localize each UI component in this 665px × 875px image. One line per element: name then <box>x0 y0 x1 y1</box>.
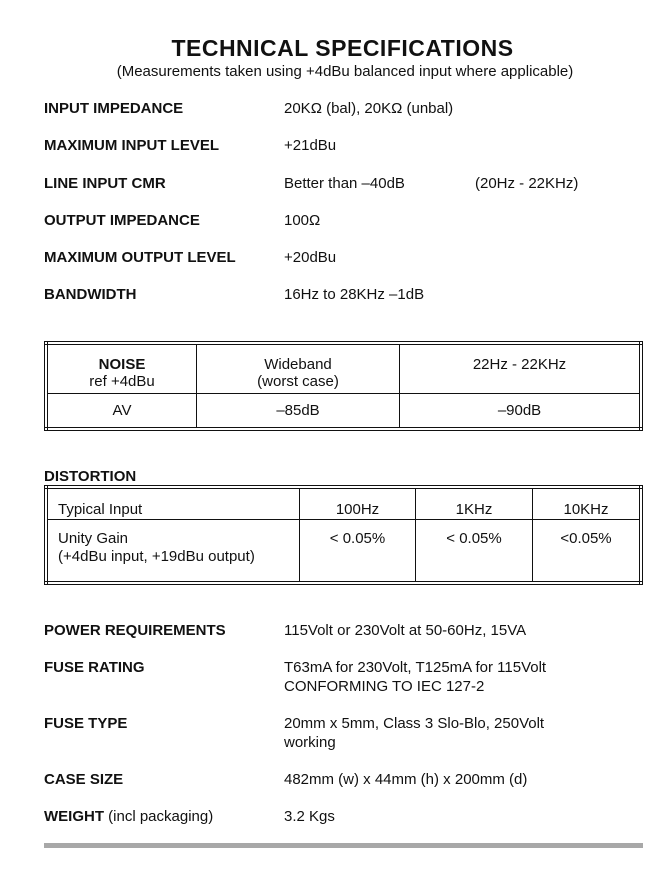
distortion-header: 1KHz <box>415 486 533 520</box>
spec-value-range: (20Hz - 22KHz) <box>475 175 579 192</box>
spec-value: 3.2 Kgs <box>284 808 335 825</box>
noise-table: NOISE ref +4dBu Wideband (worst case) 22… <box>44 341 643 431</box>
distortion-heading: DISTORTION <box>44 468 137 485</box>
spec-value: 482mm (w) x 44mm (h) x 200mm (d) <box>284 771 528 788</box>
noise-col-22hz: 22Hz - 22KHz <box>399 342 642 394</box>
spec-label: BANDWIDTH <box>44 286 137 303</box>
spec-label: CASE SIZE <box>44 771 124 788</box>
spec-value: 16Hz to 28KHz –1dB <box>284 286 425 303</box>
noise-col-wideband-note: (worst case) <box>257 373 339 390</box>
spec-value: Better than –40dB <box>284 175 405 192</box>
spec-value: CONFORMING TO IEC 127-2 <box>284 678 485 695</box>
spec-label: MAXIMUM OUTPUT LEVEL <box>44 249 236 266</box>
spec-label: LINE INPUT CMR <box>44 175 166 192</box>
noise-title: NOISE <box>98 356 146 373</box>
distortion-row-label: Unity Gain (+4dBu input, +19dBu output) <box>45 518 300 584</box>
spec-label: OUTPUT IMPEDANCE <box>44 212 200 229</box>
noise-ref: ref +4dBu <box>89 373 155 390</box>
noise-value: –90dB <box>399 392 642 430</box>
spec-value: T63mA for 230Volt, T125mA for 115Volt <box>284 659 547 676</box>
noise-value: –85dB <box>196 392 400 430</box>
spec-label: INPUT IMPEDANCE <box>44 100 184 117</box>
unity-gain-label: Unity Gain <box>58 529 129 547</box>
footer-divider <box>44 843 643 848</box>
spec-label: FUSE RATING <box>44 659 145 676</box>
page-subtitle: (Measurements taken using +4dBu balanced… <box>116 63 574 80</box>
noise-col-wideband: Wideband <box>264 356 332 373</box>
distortion-header: 100Hz <box>299 486 416 520</box>
spec-label: POWER REQUIREMENTS <box>44 622 226 639</box>
noise-header-cell: Wideband (worst case) <box>196 342 400 394</box>
spec-value: 20KΩ (bal), 20KΩ (unbal) <box>284 100 454 117</box>
spec-value: 20mm x 5mm, Class 3 Slo-Blo, 250Volt <box>284 715 545 732</box>
distortion-value: <0.05% <box>532 518 642 584</box>
spec-value: +21dBu <box>284 137 337 154</box>
distortion-header: 10KHz <box>532 486 642 520</box>
spec-value: 115Volt or 230Volt at 50-60Hz, 15VA <box>284 622 527 639</box>
weight-label: WEIGHT <box>44 808 104 825</box>
weight-label-note: (incl packaging) <box>104 808 214 825</box>
noise-header-cell: NOISE ref +4dBu <box>45 342 197 394</box>
distortion-value: < 0.05% <box>299 518 416 584</box>
spec-value: 100Ω <box>284 212 321 229</box>
distortion-header: Typical Input <box>45 486 300 520</box>
spec-value: +20dBu <box>284 249 337 266</box>
spec-value: working <box>284 734 336 751</box>
spec-label: WEIGHT (incl packaging) <box>44 808 213 825</box>
distortion-table: Typical Input 100Hz 1KHz 10KHz Unity Gai… <box>44 485 643 585</box>
spec-label: MAXIMUM INPUT LEVEL <box>44 137 219 154</box>
page-title: TECHNICAL SPECIFICATIONS <box>171 35 514 61</box>
noise-row-label: AV <box>45 392 197 430</box>
spec-label: FUSE TYPE <box>44 715 128 732</box>
unity-gain-note: (+4dBu input, +19dBu output) <box>58 547 255 565</box>
distortion-value: < 0.05% <box>415 518 533 584</box>
